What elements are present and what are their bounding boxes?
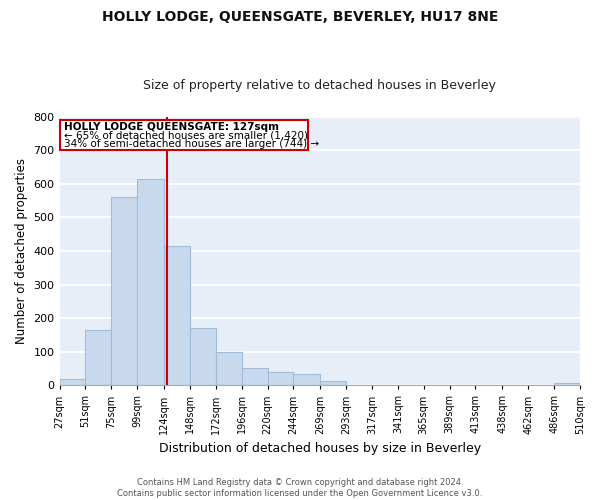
Bar	[320, 381, 346, 386]
Text: Contains HM Land Registry data © Crown copyright and database right 2024.
Contai: Contains HM Land Registry data © Crown c…	[118, 478, 482, 498]
Text: HOLLY LODGE, QUEENSGATE, BEVERLEY, HU17 8NE: HOLLY LODGE, QUEENSGATE, BEVERLEY, HU17 …	[102, 10, 498, 24]
Text: 34% of semi-detached houses are larger (744) →: 34% of semi-detached houses are larger (…	[64, 139, 319, 149]
Bar	[85, 330, 111, 386]
Bar	[59, 120, 308, 150]
Bar	[137, 179, 164, 386]
Text: ← 65% of detached houses are smaller (1,420): ← 65% of detached houses are smaller (1,…	[64, 130, 308, 140]
Bar	[554, 382, 580, 386]
Title: Size of property relative to detached houses in Beverley: Size of property relative to detached ho…	[143, 79, 496, 92]
Bar	[242, 368, 268, 386]
X-axis label: Distribution of detached houses by size in Beverley: Distribution of detached houses by size …	[159, 442, 481, 455]
Bar	[293, 374, 320, 386]
Y-axis label: Number of detached properties: Number of detached properties	[15, 158, 28, 344]
Bar	[268, 372, 293, 386]
Bar	[190, 328, 216, 386]
Bar	[216, 352, 242, 386]
Text: HOLLY LODGE QUEENSGATE: 127sqm: HOLLY LODGE QUEENSGATE: 127sqm	[64, 122, 279, 132]
Bar	[59, 378, 85, 386]
Bar	[164, 246, 190, 386]
Bar	[111, 198, 137, 386]
